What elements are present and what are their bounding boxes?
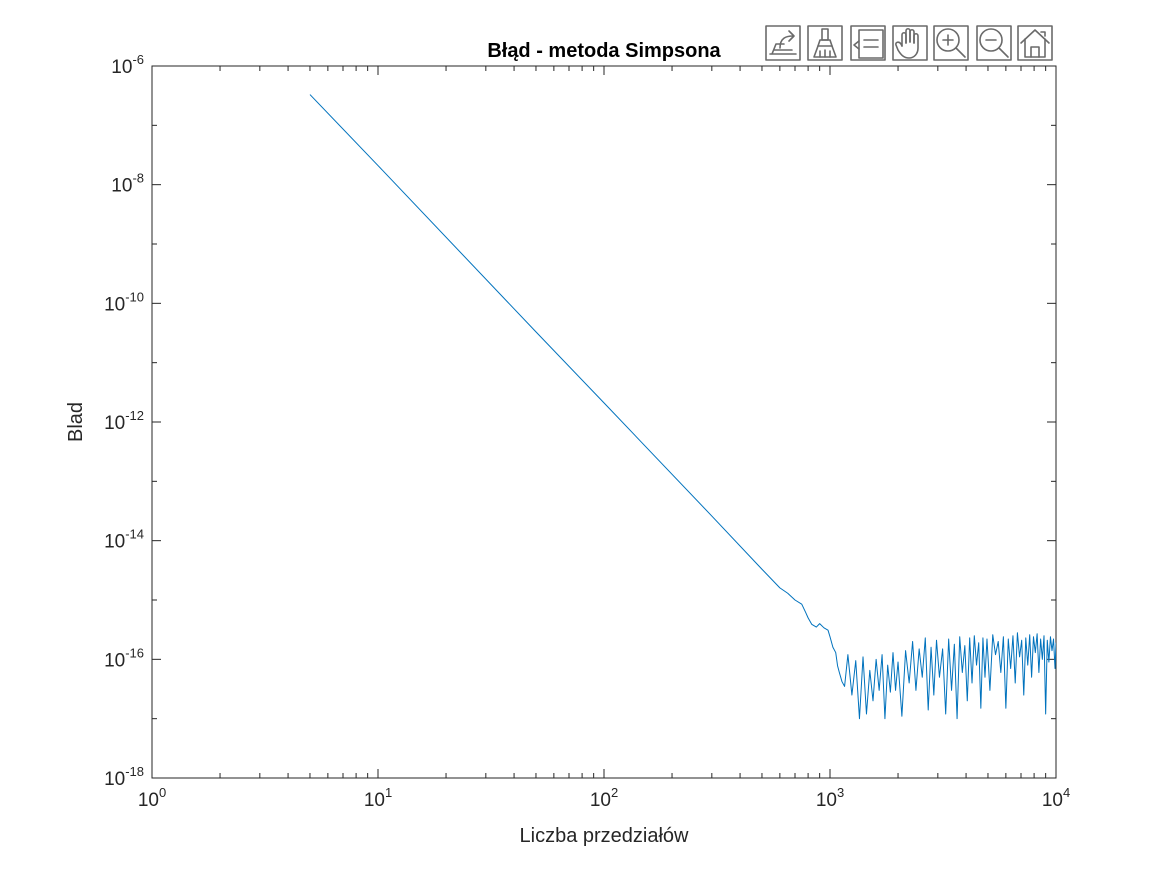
y-tick-label: 10-10 <box>104 289 144 315</box>
x-tick-label: 103 <box>816 785 844 811</box>
datatip-icon[interactable] <box>850 25 886 61</box>
y-tick-label: 10-18 <box>104 764 144 790</box>
series-line-error <box>309 94 1056 720</box>
x-tick-label: 102 <box>590 785 618 811</box>
x-tick-label: 101 <box>364 785 392 811</box>
tick-labels: 100 101 102 103 104 10-18 10-16 10-14 10-12 10-10… <box>104 52 1070 811</box>
plot-area[interactable] <box>151 65 1057 779</box>
y-tick-label: 10-16 <box>104 645 144 671</box>
export-icon[interactable] <box>765 25 801 61</box>
brush-icon[interactable] <box>807 25 843 61</box>
y-tick-label: 10-12 <box>104 408 144 434</box>
x-tick-label: 104 <box>1042 785 1070 811</box>
x-axis-label: Liczba przedziałów <box>520 825 690 847</box>
zoom-in-icon[interactable] <box>933 25 969 61</box>
tick-marks <box>151 65 1057 779</box>
pan-hand-icon[interactable] <box>892 25 928 61</box>
y-axis-label: Blad <box>65 402 87 442</box>
home-icon[interactable] <box>1017 25 1053 61</box>
chart-title: Błąd - metoda Simpsona <box>487 40 721 62</box>
y-tick-label: 10-14 <box>104 527 144 553</box>
axes-toolbar <box>765 25 1053 61</box>
y-tick-label: 10-6 <box>111 52 144 78</box>
y-tick-label: 10-8 <box>111 171 144 197</box>
zoom-out-icon[interactable] <box>976 25 1012 61</box>
x-tick-label: 100 <box>138 785 166 811</box>
